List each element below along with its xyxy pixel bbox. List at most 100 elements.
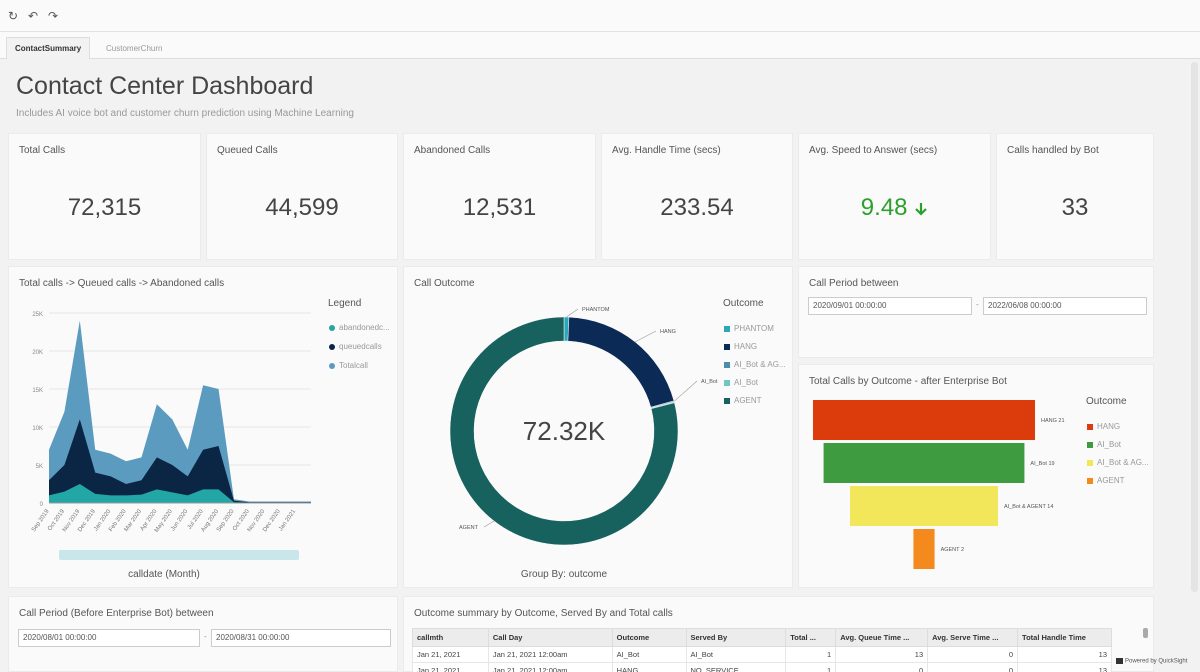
callout-line: [634, 330, 657, 343]
kpi-value-text: 9.48: [860, 194, 908, 221]
undo-icon[interactable]: ↶: [27, 9, 39, 23]
table-cell: 13: [1017, 646, 1112, 663]
legend-item-agent[interactable]: AGENT: [1087, 476, 1125, 485]
page-scrollbar[interactable]: [1191, 62, 1198, 592]
area-series-queuedcalls: [49, 419, 311, 503]
legend-item-aibot[interactable]: AI_Bot: [1087, 440, 1121, 449]
kpi-avg-speed-to-answer[interactable]: Avg. Speed to Answer (secs) 9.48: [798, 133, 991, 260]
table-cell: 0: [835, 662, 929, 672]
legend-item-phantom[interactable]: PHANTOM: [724, 324, 774, 333]
tab-contactsummary[interactable]: ContactSummary: [6, 37, 91, 59]
table-cell: 13: [835, 646, 929, 663]
table-row[interactable]: Jan 21, 2021 Jan 21, 2021 12:00am AI_Bot…: [412, 646, 1112, 663]
call-period-before-filter: Call Period (Before Enterprise Bot) betw…: [8, 596, 398, 672]
table-cell: 13: [1017, 662, 1112, 672]
date-from-input[interactable]: 2020/08/01 00:00:00: [18, 629, 200, 647]
kpi-value: 44,599: [265, 194, 339, 221]
column-header[interactable]: Avg. Serve Time ...: [927, 628, 1019, 647]
legend-label: queuedcalls: [339, 342, 382, 351]
date-from-input[interactable]: 2020/09/01 00:00:00: [808, 297, 972, 315]
column-header[interactable]: Outcome: [611, 628, 687, 647]
legend-label: AI_Bot: [1097, 440, 1122, 449]
table-cell: Jan 21, 2021: [412, 646, 489, 663]
kpi-label: Avg. Handle Time (secs): [612, 145, 721, 156]
legend-swatch: [724, 361, 730, 368]
column-header[interactable]: Served By: [685, 628, 787, 647]
legend-swatch: [329, 324, 335, 331]
legend-swatch: [1087, 459, 1093, 466]
funnel-data-label: AI_Bot & AGENT 14: [1004, 504, 1053, 510]
table-row[interactable]: Jan 21, 2021 Jan 21, 2021 12:00am HANG N…: [412, 662, 1112, 672]
kpi-label: Queued Calls: [217, 145, 278, 156]
y-tick-label: 10K: [32, 426, 43, 432]
legend-label: Totalcall: [339, 361, 368, 370]
tab-customerchurn[interactable]: CustomerChurn: [106, 44, 163, 53]
funnel-bar-ai-bot-agent: [850, 486, 998, 526]
column-header[interactable]: Avg. Queue Time ...: [835, 628, 929, 647]
kpi-value: 233.54: [660, 194, 734, 221]
legend-item-abandoned[interactable]: abandonedc...: [329, 323, 390, 332]
legend-item-aibot-agent[interactable]: AI_Bot & AG...: [1087, 458, 1149, 467]
legend-item-hang[interactable]: HANG: [724, 342, 757, 351]
redo-icon[interactable]: ↷: [47, 9, 59, 23]
kpi-total-calls[interactable]: Total Calls 72,315: [8, 133, 201, 260]
column-header[interactable]: Call Day: [487, 628, 613, 647]
table-scrollbar[interactable]: [1143, 628, 1148, 638]
page-title: Contact Center Dashboard: [16, 72, 314, 100]
legend-item-total[interactable]: Totalcall: [329, 361, 368, 370]
table-cell: AI_Bot: [611, 646, 687, 663]
chart-title: Total calls -> Queued calls -> Abandoned…: [19, 278, 225, 289]
callout-label: AGENT: [459, 525, 479, 531]
callout-line: [566, 308, 579, 318]
kpi-label: Avg. Speed to Answer (secs): [809, 145, 938, 156]
donut-chart-card[interactable]: Call Outcome Outcome PHANTOM HANG AI_Bot…: [403, 266, 793, 588]
legend-label: HANG: [1097, 422, 1121, 431]
legend-label: abandonedc...: [339, 323, 390, 332]
date-separator: -: [976, 300, 979, 309]
legend-item-agent[interactable]: AGENT: [724, 396, 762, 405]
column-header[interactable]: Total Handle Time: [1017, 628, 1112, 647]
powered-by-text: Powered by QuickSight: [1125, 658, 1188, 665]
legend-item-aibot[interactable]: AI_Bot: [724, 378, 758, 387]
quicksight-icon: [1116, 658, 1123, 664]
legend-item-hang[interactable]: HANG: [1087, 422, 1120, 431]
area-chart-card[interactable]: Total calls -> Queued calls -> Abandoned…: [8, 266, 398, 588]
column-header[interactable]: Total ...: [785, 628, 837, 647]
legend-label: AI_Bot & AG...: [1097, 458, 1149, 467]
range-slider[interactable]: [59, 550, 299, 560]
legend-label: AGENT: [1097, 476, 1125, 485]
column-header[interactable]: callmth: [412, 628, 489, 647]
kpi-abandoned-calls[interactable]: Abandoned Calls 12,531: [403, 133, 596, 260]
legend-label: PHANTOM: [734, 324, 774, 333]
donut-chart: 72.32K PHANTOM HANG AI_Bot AGENT: [449, 307, 718, 546]
table-cell: HANG: [611, 662, 687, 672]
legend-swatch: [1087, 441, 1093, 448]
date-to-input[interactable]: 2020/08/31 00:00:00: [211, 629, 391, 647]
legend-item-queued[interactable]: queuedcalls: [329, 342, 382, 351]
kpi-avg-handle-time[interactable]: Avg. Handle Time (secs) 233.54: [601, 133, 793, 260]
filter-label: Call Period between: [809, 278, 899, 289]
legend-item-aibot-agent[interactable]: AI_Bot & AG...: [724, 360, 786, 369]
group-by-label: Group By: outcome: [520, 569, 608, 580]
kpi-label: Total Calls: [19, 145, 66, 156]
legend-swatch: [724, 397, 730, 404]
kpi-queued-calls[interactable]: Queued Calls 44,599: [206, 133, 398, 260]
chart-title: Total Calls by Outcome - after Enterpris…: [809, 376, 1007, 387]
kpi-calls-handled-by-bot[interactable]: Calls handled by Bot 33: [996, 133, 1154, 260]
kpi-value: 33: [1061, 194, 1089, 221]
legend-swatch: [724, 325, 730, 332]
y-tick-label: 0: [40, 502, 44, 508]
funnel-bar-agent: [913, 529, 935, 569]
refresh-icon[interactable]: ↻: [7, 9, 19, 23]
donut-center-value: 72.32K: [523, 416, 606, 446]
donut-slice-agent: [449, 316, 679, 546]
legend-label: HANG: [734, 342, 758, 351]
date-to-input[interactable]: 2022/06/08 00:00:00: [983, 297, 1147, 315]
donut-slice-hang: [567, 316, 675, 408]
legend-title: Legend: [328, 298, 362, 309]
table-cell: NO_SERVICE: [685, 662, 787, 672]
sheet-tabs: ContactSummary CustomerChurn: [0, 32, 1200, 59]
callout-line: [673, 380, 698, 402]
funnel-chart-card[interactable]: Total Calls by Outcome - after Enterpris…: [798, 364, 1154, 588]
